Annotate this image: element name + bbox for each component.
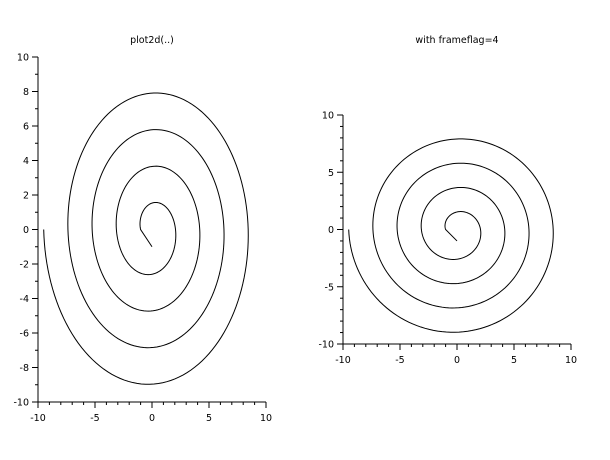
spiral-series-line: [43, 92, 249, 385]
y-tick-label: -5: [325, 282, 334, 293]
y-tick-label: 0: [328, 225, 334, 236]
y-tick-label: -10: [318, 340, 334, 351]
y-tick-label: -10: [13, 398, 29, 409]
x-tick-label: -10: [335, 355, 351, 366]
x-tick-label: -5: [395, 355, 404, 366]
y-tick-label: 8: [23, 87, 29, 98]
y-tick-label: -6: [20, 329, 29, 340]
y-tick-label: -2: [20, 260, 29, 271]
y-tick-label: 4: [23, 156, 29, 167]
x-tick-label: 10: [565, 355, 577, 366]
y-tick-label: 10: [17, 53, 29, 64]
spiral-series-line: [348, 138, 554, 333]
y-tick-label: -4: [20, 294, 29, 305]
chart-plot2d: plot2d(..) -10 -5 0 5 10 -10 -8 -6 -4 -2 0 2 4 6 8 10: [13, 35, 272, 424]
chart-frameflag-4: with frameflag=4 -10 -5 0 5 10 -10 -5 0 5 10: [318, 35, 577, 366]
y-tick-label: 5: [328, 168, 334, 179]
y-tick-label: 0: [23, 225, 29, 236]
y-tick-label: 2: [23, 191, 29, 202]
chart-title: with frameflag=4: [415, 35, 498, 46]
x-tick-label: 10: [260, 413, 272, 424]
x-tick-label: 0: [454, 355, 460, 366]
y-tick-label: -8: [20, 363, 29, 374]
x-tick-label: -5: [90, 413, 99, 424]
y-tick-label: 6: [23, 122, 29, 133]
chart-title: plot2d(..): [130, 35, 174, 46]
y-tick-label: 10: [322, 111, 334, 122]
x-tick-label: 5: [206, 413, 212, 424]
x-tick-label: 0: [149, 413, 155, 424]
x-tick-label: 5: [511, 355, 517, 366]
x-tick-label: -10: [30, 413, 46, 424]
